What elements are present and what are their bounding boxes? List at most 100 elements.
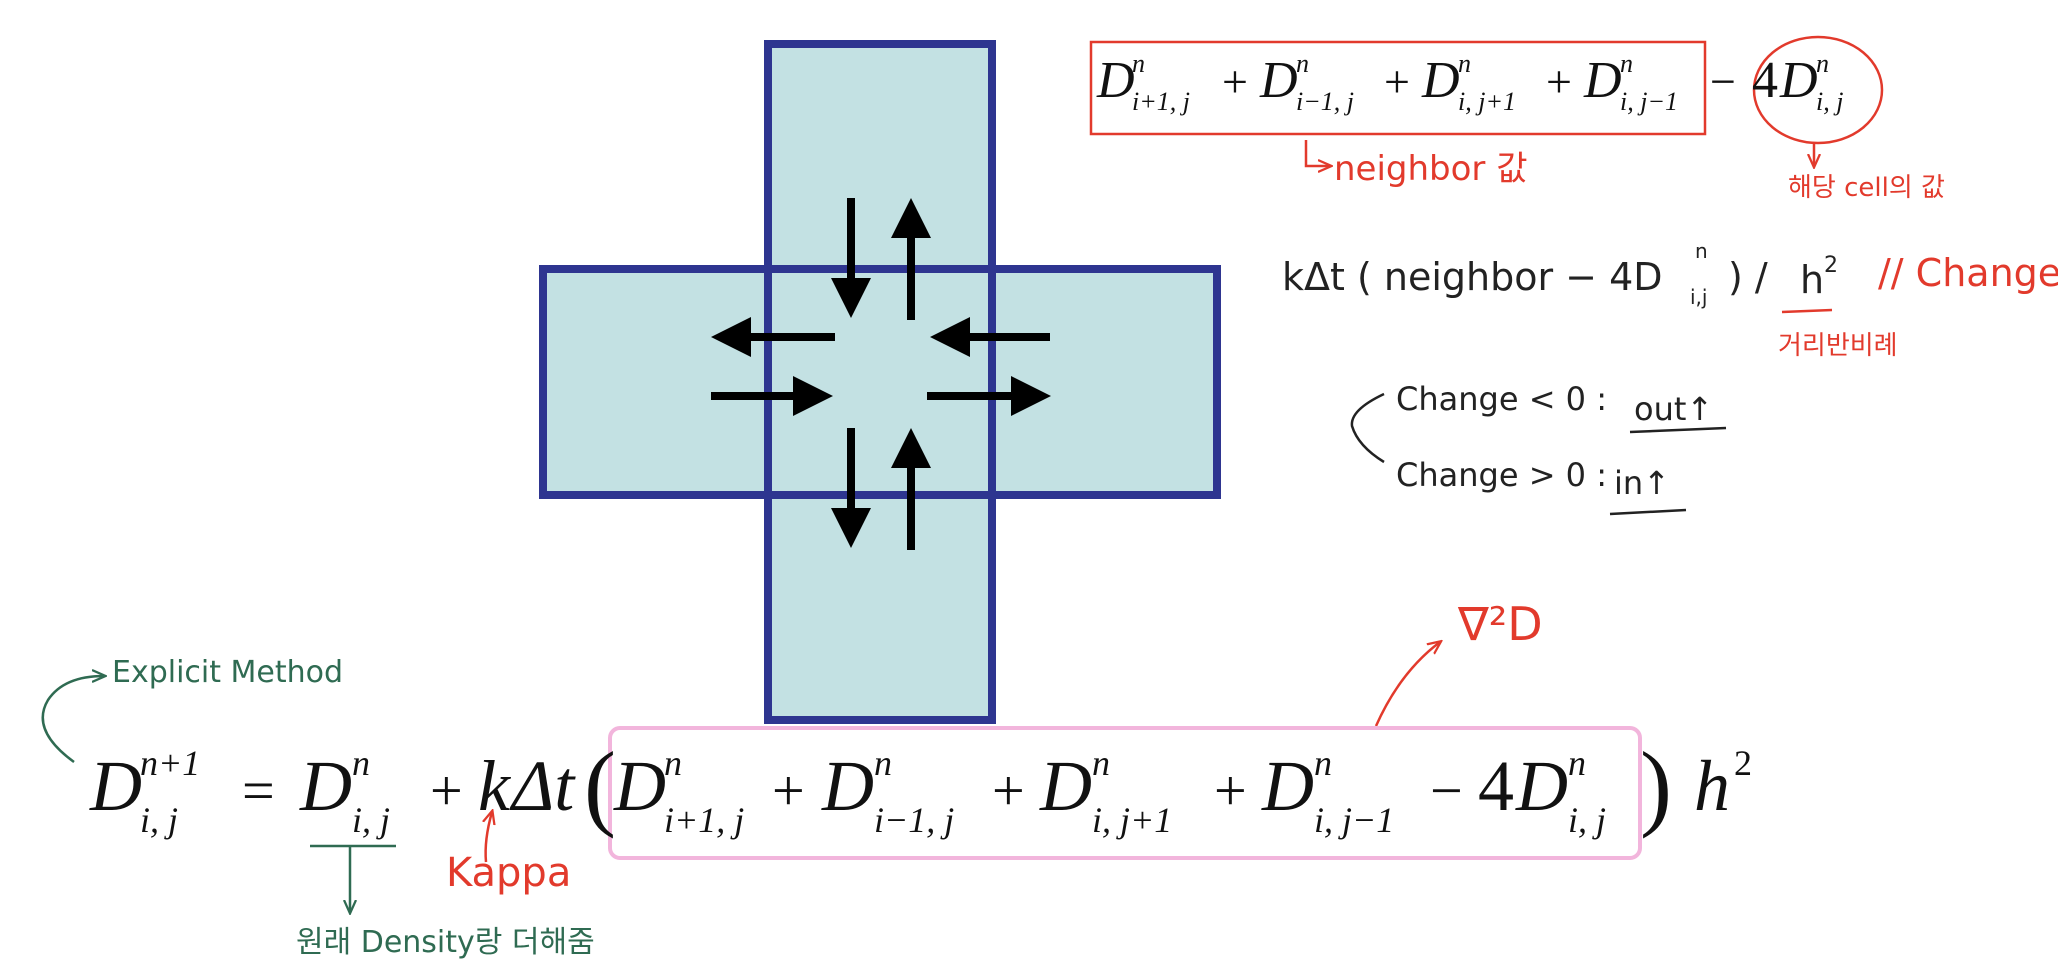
top-term-2: D n i−1, j <box>1259 49 1354 116</box>
change-eq-sub: i,j <box>1690 285 1707 309</box>
main-d-base: D <box>299 746 352 826</box>
top-term-3-sub: i, j+1 <box>1458 87 1516 116</box>
main-plus-3: + <box>1214 758 1247 823</box>
cell-label: 해당 cell의 값 <box>1788 173 1945 203</box>
main-coef: 4 <box>1478 746 1514 826</box>
explicit-label: Explicit Method <box>112 655 343 690</box>
top-term-4-base: D <box>1583 52 1622 109</box>
main-h: h <box>1694 746 1730 826</box>
top-center-sup: n <box>1816 49 1829 78</box>
top-term-2-sub: i−1, j <box>1296 87 1354 116</box>
top-term-1-sub: i+1, j <box>1132 87 1190 116</box>
main-term-1-sub: i+1, j <box>664 800 744 840</box>
nabla-arrow <box>1374 642 1440 727</box>
main-lhs-sub: i, j <box>140 800 178 840</box>
nabla-annotation: ∇²D <box>1374 597 1543 727</box>
main-term-4: D n i, j−1 <box>1261 743 1394 840</box>
flux-arrows <box>711 198 1051 550</box>
main-term-3-base: D <box>1039 746 1092 826</box>
grid-cells <box>539 40 1221 724</box>
change-rules: Change < 0 : out↑ Change > 0 : in↑ <box>1350 380 1727 516</box>
neighbor-arrow <box>1304 140 1330 166</box>
main-center-base: D <box>1515 746 1568 826</box>
top-plus-1: + <box>1222 56 1248 107</box>
main-lhs-base: D <box>89 746 142 826</box>
top-term-4-sub: i, j−1 <box>1620 87 1678 116</box>
h-underline <box>1781 308 1833 314</box>
main-center-sup: n <box>1568 743 1586 783</box>
top-center-sub: i, j <box>1816 87 1843 116</box>
density-label: 원래 Density랑 더해줌 <box>296 925 595 960</box>
change-eq-h-exp: 2 <box>1824 253 1838 278</box>
top-term-3: D n i, j+1 <box>1421 49 1516 116</box>
main-paren-close: ) <box>1640 732 1672 839</box>
cell-bottom <box>764 490 996 724</box>
cell-top <box>764 40 996 274</box>
change-eq-prefix: kΔt ( neighbor − 4D <box>1282 255 1663 299</box>
top-term-2-base: D <box>1259 52 1298 109</box>
main-term-1: D n i+1, j <box>613 743 744 840</box>
kappa-label: Kappa <box>446 850 571 896</box>
center-circle <box>1752 35 1884 145</box>
main-term-2: D n i−1, j <box>821 743 954 840</box>
main-term-3-sub: i, j+1 <box>1092 800 1172 840</box>
cell-annotation: 해당 cell의 값 <box>1788 143 1945 203</box>
main-k: k <box>478 746 512 826</box>
top-minus: − <box>1710 56 1736 107</box>
cell-left <box>539 265 773 499</box>
nabla-label: ∇²D <box>1457 597 1543 651</box>
top-plus-2: + <box>1384 56 1410 107</box>
rule-positive-result: in↑ <box>1614 464 1670 502</box>
change-eq-comment: // Change <box>1878 251 2058 295</box>
top-center-base: D <box>1779 52 1818 109</box>
main-term-3-sup: n <box>1092 743 1110 783</box>
top-term-4-sup: n <box>1620 49 1633 78</box>
density-annotation: 원래 Density랑 더해줌 <box>296 844 595 960</box>
top-term-3-sup: n <box>1458 49 1471 78</box>
change-eq-sup: n <box>1695 239 1708 263</box>
main-term-1-base: D <box>613 746 666 826</box>
inverse-label: 거리반비례 <box>1778 331 1898 361</box>
main-center-term: D n i, j <box>1515 743 1606 840</box>
neighbor-box <box>1089 40 1707 136</box>
main-center-sub: i, j <box>1568 800 1606 840</box>
cell-center <box>764 265 996 499</box>
rule-positive: Change > 0 : <box>1396 456 1607 494</box>
main-term-3: D n i, j+1 <box>1039 743 1172 840</box>
main-h-exp: 2 <box>1734 743 1752 783</box>
cell-right <box>987 265 1221 499</box>
top-center-term: D n i, j <box>1779 49 1843 116</box>
top-term-1-sup: n <box>1132 49 1145 78</box>
explicit-annotation: Explicit Method <box>41 655 343 764</box>
main-term-4-sub: i, j−1 <box>1314 800 1394 840</box>
top-term-3-base: D <box>1421 52 1460 109</box>
main-term-4-sup: n <box>1314 743 1332 783</box>
main-plus-0: + <box>430 758 463 823</box>
main-lhs: D n+1 i, j <box>89 743 200 840</box>
top-formula: D n i+1, j + D n i−1, j + D n i, j+1 + D… <box>1089 35 1884 145</box>
change-equation: kΔt ( neighbor − 4D n i,j ) / h 2 // Cha… <box>1282 239 2058 361</box>
main-paren-open: ( <box>584 732 616 839</box>
explicit-arrow <box>41 676 104 764</box>
rules-brace <box>1350 392 1385 464</box>
main-delta-t: Δt <box>509 746 576 826</box>
top-term-2-sup: n <box>1296 49 1309 78</box>
main-term-2-sup: n <box>874 743 892 783</box>
top-term-4: D n i, j−1 <box>1583 49 1678 116</box>
main-term-4-base: D <box>1261 746 1314 826</box>
rule-negative: Change < 0 : <box>1396 380 1607 418</box>
rule-negative-underline <box>1629 426 1727 434</box>
rule-positive-underline <box>1609 508 1687 516</box>
main-lhs-sup: n+1 <box>140 743 200 783</box>
change-eq-close: ) / <box>1728 255 1768 299</box>
main-term-1-sup: n <box>664 743 682 783</box>
main-term-2-base: D <box>821 746 874 826</box>
change-eq-h: h <box>1800 258 1824 302</box>
kappa-annotation: Kappa <box>446 812 571 896</box>
main-minus: − <box>1430 758 1463 823</box>
main-plus-1: + <box>772 758 805 823</box>
main-term-2-sub: i−1, j <box>874 800 954 840</box>
neighbor-annotation: neighbor 값 <box>1304 140 1528 189</box>
main-formula: D n+1 i, j = D n i, j + k Δt ( D n i+1, … <box>89 726 1752 860</box>
